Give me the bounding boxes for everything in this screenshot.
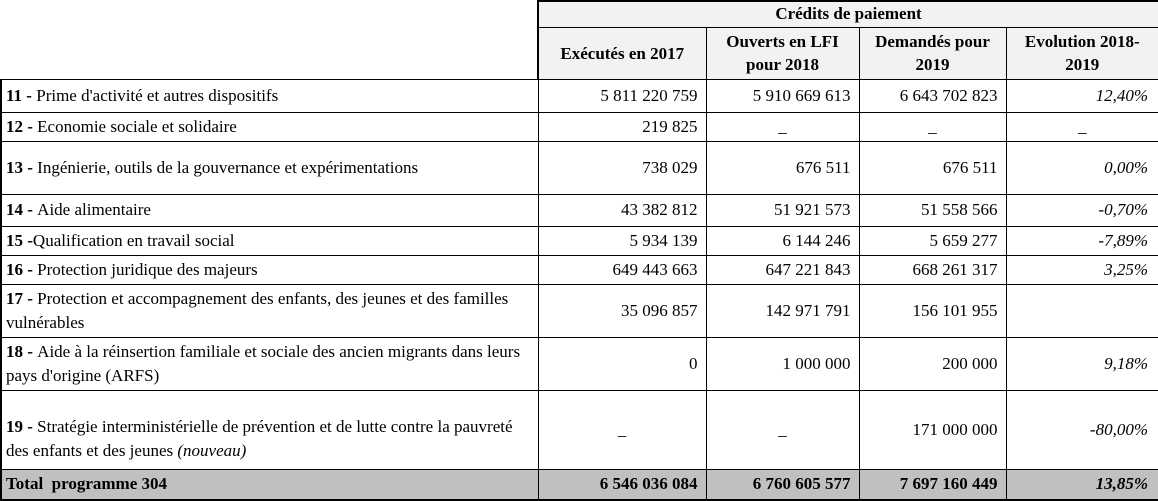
- row-number: 13 -: [6, 157, 38, 177]
- row-number: 15 -: [6, 230, 33, 250]
- cell-evolution: -7,89%: [1005, 225, 1158, 256]
- cell-evolution: 0,00%: [1005, 140, 1158, 195]
- total-evolution: 13,85%: [1005, 468, 1158, 501]
- table-header-row: Exécutés en 2017 Ouverts en LFI pour 201…: [1, 26, 1158, 80]
- table-row: 17 - Protection et accompagnement des en…: [0, 283, 1158, 338]
- row-number: 12 -: [6, 116, 38, 136]
- row-label-text: Protection et accompagnement des enfants…: [6, 288, 509, 332]
- total-label: Total programme 304: [0, 468, 539, 501]
- column-header-requested-2019: Demandés pour 2019: [858, 26, 1007, 80]
- cell-lfi-2018: 6 144 246: [705, 225, 860, 256]
- row-label: 15 -Qualification en travail social: [0, 225, 539, 256]
- cell-evolution: 9,18%: [1005, 336, 1158, 391]
- row-number: 11 -: [6, 85, 37, 105]
- cell-lfi-2018: _: [705, 111, 860, 142]
- row-number: 18 -: [6, 341, 38, 361]
- cell-evolution: _: [1005, 111, 1158, 142]
- cell-evolution: -80,00%: [1005, 389, 1158, 470]
- cell-requested-2019: 676 511: [858, 140, 1007, 195]
- row-label: 16 - Protection juridique des majeurs: [0, 254, 539, 285]
- table-row: 12 - Economie sociale et solidaire 219 8…: [0, 111, 1158, 142]
- table-row: 13 - Ingénierie, outils de la gouvernanc…: [0, 140, 1158, 195]
- table-title: Crédits de paiement: [537, 0, 1158, 28]
- cell-evolution: 3,25%: [1005, 254, 1158, 285]
- row-label-text: Ingénierie, outils de la gouvernance et …: [37, 157, 419, 177]
- total-row: Total programme 304 6 546 036 084 6 760 …: [0, 468, 1158, 501]
- cell-executed-2017: 0: [537, 336, 707, 391]
- row-label: 19 - Stratégie interministérielle de pré…: [0, 389, 539, 470]
- cell-executed-2017: 649 443 663: [537, 254, 707, 285]
- cell-requested-2019: 200 000: [858, 336, 1007, 391]
- cell-requested-2019: 5 659 277: [858, 225, 1007, 256]
- row-label-text: Stratégie interministérielle de préventi…: [6, 416, 513, 460]
- cell-executed-2017: 219 825: [537, 111, 707, 142]
- cell-lfi-2018: _: [705, 389, 860, 470]
- cell-evolution: -0,70%: [1005, 193, 1158, 227]
- cell-requested-2019: 156 101 955: [858, 283, 1007, 338]
- row-label-text: Prime d'activité et autres dispositifs: [36, 85, 279, 105]
- cell-lfi-2018: 1 000 000: [705, 336, 860, 391]
- total-requested-2019: 7 697 160 449: [858, 468, 1007, 501]
- cell-executed-2017: _: [537, 389, 707, 470]
- cell-lfi-2018: 51 921 573: [705, 193, 860, 227]
- table-row: 18 - Aide à la réinsertion familiale et …: [0, 336, 1158, 391]
- row-label-text: Qualification en travail social: [32, 230, 235, 250]
- cell-requested-2019: 51 558 566: [858, 193, 1007, 227]
- column-header-evolution: Evolution 2018-2019: [1005, 26, 1158, 80]
- cell-evolution: 12,40%: [1005, 78, 1158, 113]
- cell-lfi-2018: 142 971 791: [705, 283, 860, 338]
- cell-evolution: [1005, 283, 1158, 338]
- row-label-text: Economie sociale et solidaire: [37, 116, 237, 136]
- cell-requested-2019: 6 643 702 823: [858, 78, 1007, 113]
- cell-lfi-2018: 5 910 669 613: [705, 78, 860, 113]
- table-title-row: Crédits de paiement: [1, 0, 1158, 79]
- row-number: 14 -: [6, 200, 38, 219]
- empty-corner-cell: [1, 1, 538, 79]
- table-row: 19 - Stratégie interministérielle de pré…: [0, 389, 1158, 470]
- row-label: 14 - Aide alimentaire: [0, 193, 539, 227]
- row-label: 17 - Protection et accompagnement des en…: [0, 283, 539, 338]
- row-number: 17 -: [6, 288, 38, 308]
- cell-executed-2017: 5 934 139: [537, 225, 707, 256]
- row-note: (nouveau): [177, 440, 247, 460]
- cell-lfi-2018: 647 221 843: [705, 254, 860, 285]
- cell-executed-2017: 738 029: [537, 140, 707, 195]
- row-label: 13 - Ingénierie, outils de la gouvernanc…: [0, 140, 539, 195]
- row-label-text: Aide alimentaire: [37, 200, 151, 219]
- table-row: 14 - Aide alimentaire 43 382 812 51 921 …: [0, 193, 1158, 227]
- row-label: 12 - Economie sociale et solidaire: [0, 111, 539, 142]
- row-label: 18 - Aide à la réinsertion familiale et …: [0, 336, 539, 391]
- row-number: 16 -: [6, 259, 38, 279]
- total-lfi-2018: 6 760 605 577: [705, 468, 860, 501]
- row-number: 19 -: [6, 416, 38, 436]
- cell-executed-2017: 35 096 857: [537, 283, 707, 338]
- table-row: 11 - Prime d'activité et autres disposit…: [0, 78, 1158, 113]
- row-label-text: Protection juridique des majeurs: [37, 259, 258, 279]
- row-label-text: Aide à la réinsertion familiale et socia…: [6, 341, 521, 385]
- cell-executed-2017: 5 811 220 759: [537, 78, 707, 113]
- table-row: 16 - Protection juridique des majeurs 64…: [0, 254, 1158, 285]
- cell-requested-2019: 171 000 000: [858, 389, 1007, 470]
- column-header-lfi-2018: Ouverts en LFI pour 2018: [705, 26, 860, 80]
- cell-requested-2019: _: [858, 111, 1007, 142]
- column-header-executed-2017: Exécutés en 2017: [537, 26, 707, 80]
- cell-requested-2019: 668 261 317: [858, 254, 1007, 285]
- cell-executed-2017: 43 382 812: [537, 193, 707, 227]
- table-row: 15 -Qualification en travail social 5 93…: [0, 225, 1158, 256]
- cell-lfi-2018: 676 511: [705, 140, 860, 195]
- total-executed-2017: 6 546 036 084: [537, 468, 707, 501]
- row-label: 11 - Prime d'activité et autres disposit…: [0, 78, 539, 113]
